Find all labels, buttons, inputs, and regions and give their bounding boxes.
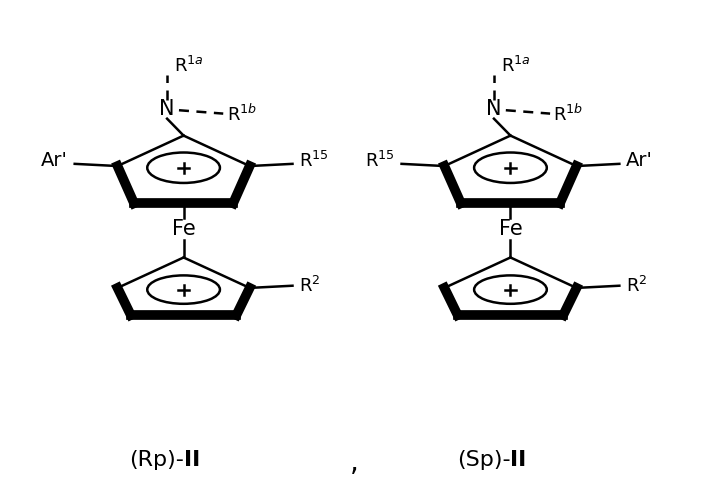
Text: Fe: Fe (498, 219, 522, 239)
Text: II: II (184, 450, 200, 470)
Text: R$^{15}$: R$^{15}$ (365, 150, 395, 171)
Text: R$^{1b}$: R$^{1b}$ (553, 104, 583, 125)
Text: (Rp)-: (Rp)- (129, 450, 184, 470)
Text: R$^{1a}$: R$^{1a}$ (174, 56, 203, 76)
Text: R$^{1b}$: R$^{1b}$ (226, 104, 257, 125)
Text: N: N (159, 99, 175, 119)
Text: R$^{1a}$: R$^{1a}$ (501, 56, 530, 76)
Text: N: N (486, 99, 502, 119)
Text: Ar': Ar' (41, 151, 68, 170)
Text: II: II (510, 450, 526, 470)
Text: R$^{15}$: R$^{15}$ (299, 150, 329, 171)
Text: ,: , (350, 449, 358, 477)
Text: (Sp)-: (Sp)- (457, 450, 510, 470)
Text: Fe: Fe (172, 219, 196, 239)
Text: R$^2$: R$^2$ (299, 276, 320, 296)
Text: Ar': Ar' (626, 151, 653, 170)
Text: R$^2$: R$^2$ (626, 276, 648, 296)
